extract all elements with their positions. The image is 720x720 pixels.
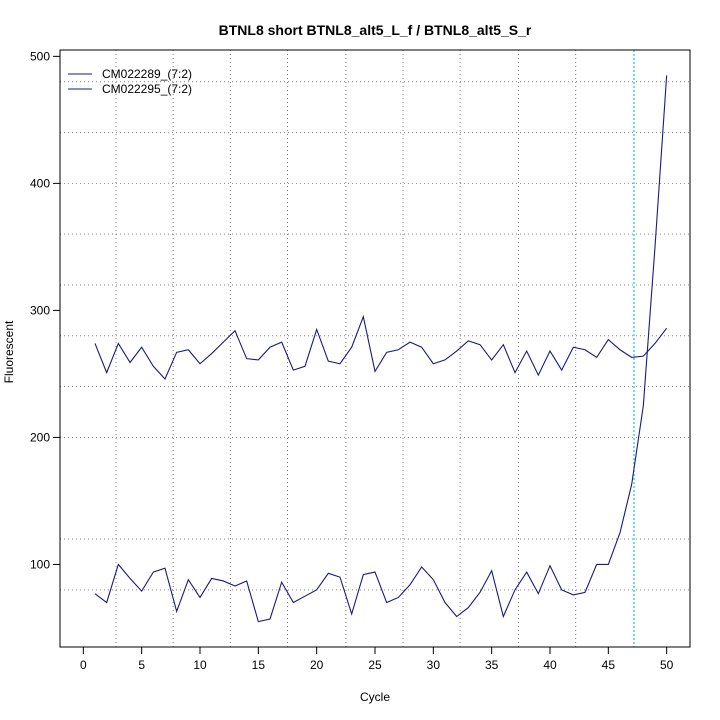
legend-entry: CM022289_(7:2) [102, 67, 192, 81]
x-tick-label: 5 [138, 658, 145, 672]
x-tick-label: 45 [602, 658, 616, 672]
x-tick-label: 15 [252, 658, 266, 672]
series-line-2 [94, 314, 668, 380]
x-tick-label: 0 [80, 658, 87, 672]
x-tick-label: 30 [427, 658, 441, 672]
y-axis: 100 200 300 400 500 [30, 49, 60, 571]
y-tick-label: 200 [30, 430, 50, 444]
x-tick-label: 50 [660, 658, 674, 672]
y-tick-label: 100 [30, 557, 50, 571]
x-tick-label: 35 [485, 658, 499, 672]
chart-title: BTNL8 short BTNL8_alt5_L_f / BTNL8_alt5_… [219, 22, 532, 38]
legend-entry: CM022295_(7:2) [102, 82, 192, 96]
y-tick-label: 300 [30, 303, 50, 317]
x-tick-label: 25 [368, 658, 382, 672]
x-tick-label: 40 [543, 658, 557, 672]
series-line-1 [94, 75, 668, 623]
y-tick-label: 500 [30, 49, 50, 63]
y-tick-label: 400 [30, 176, 50, 190]
series-layer [94, 75, 668, 623]
x-tick-label: 10 [193, 658, 207, 672]
x-axis-label: Cycle [360, 690, 390, 704]
x-tick-label: 20 [310, 658, 324, 672]
grid [60, 50, 690, 647]
x-axis: 0 5 10 15 20 25 30 35 40 45 50 [80, 647, 674, 672]
y-axis-label: Fluorescent [2, 320, 16, 383]
legend: CM022289_(7:2)CM022295_(7:2) [68, 67, 192, 96]
